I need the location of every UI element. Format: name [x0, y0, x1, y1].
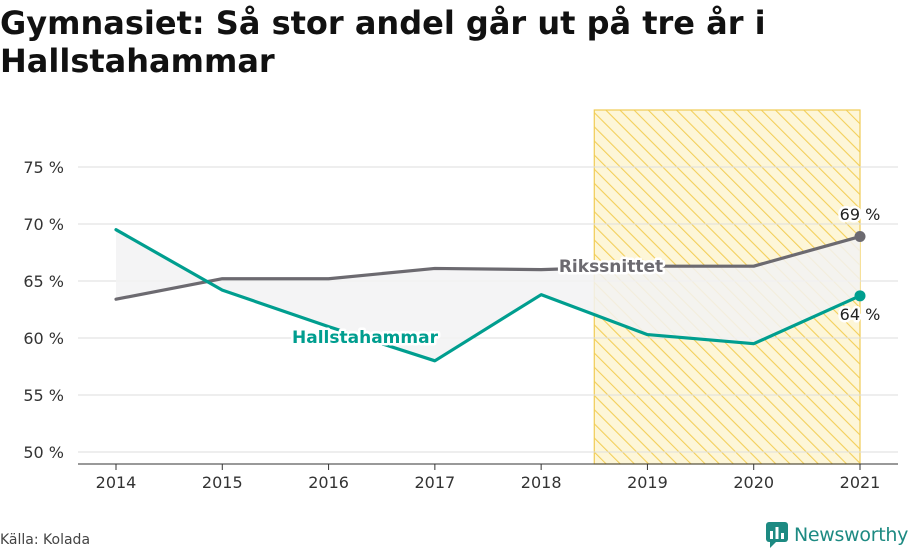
hallstahammar-series-label-halo: Hallstahammar [292, 328, 439, 348]
newsworthy-logo: Newsworthy [766, 520, 908, 550]
y-tick-label: 55 % [23, 386, 64, 405]
logo-text: Newsworthy [794, 524, 909, 546]
hallstahammar-end-point [854, 290, 866, 302]
hallstahammar-end-label-halo: 64 % [840, 305, 881, 324]
rikssnittet-series-label: Rikssnittet [559, 257, 663, 277]
x-tick-label: 2017 [414, 473, 455, 492]
x-tick-label: 2014 [96, 473, 137, 492]
y-tick-label: 50 % [23, 443, 64, 462]
rikssnittet-end-label-halo: 69 % [840, 205, 881, 224]
x-tick-label: 2020 [733, 473, 774, 492]
rikssnittet-end-label: 69 % [840, 205, 881, 224]
rikssnittet-line [114, 234, 862, 301]
rikssnittet-end-point [854, 231, 866, 243]
y-tick-label: 65 % [23, 272, 64, 291]
x-tick-label: 2015 [202, 473, 243, 492]
x-tick-label: 2019 [627, 473, 668, 492]
difference-area [116, 229, 860, 361]
chart-title: Gymnasiet: Så stor andel går ut på tre å… [0, 4, 766, 80]
x-tick-label: 2018 [521, 473, 562, 492]
source-text: Källa: Kolada [0, 532, 91, 548]
newsworthy-logo-icon [766, 522, 788, 548]
y-tick-label: 75 % [23, 158, 64, 177]
x-tick-label: 2016 [308, 473, 349, 492]
y-tick-label: 70 % [23, 215, 64, 234]
hallstahammar-end-label: 64 % [840, 305, 881, 324]
y-tick-label: 60 % [23, 329, 64, 348]
x-tick-label: 2021 [840, 473, 881, 492]
rikssnittet-series-label-halo: Rikssnittet [559, 257, 663, 277]
hallstahammar-line [114, 228, 862, 363]
hallstahammar-series-label: Hallstahammar [292, 328, 439, 348]
